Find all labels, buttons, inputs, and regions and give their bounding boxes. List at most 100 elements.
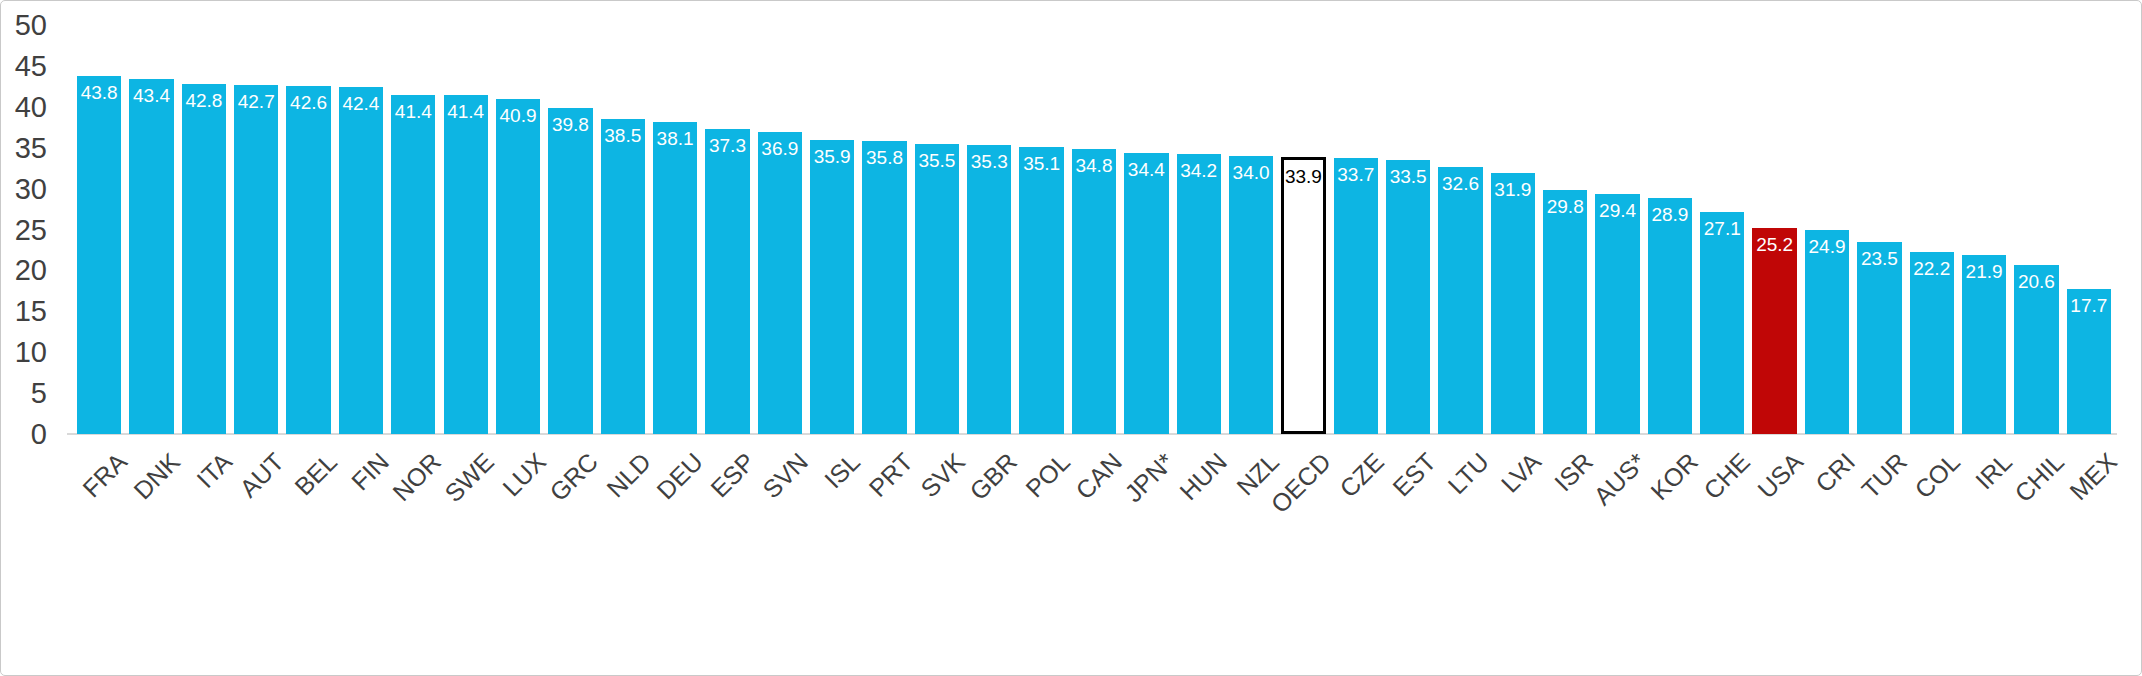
bar-aut: 42.7 [234,85,278,434]
bar-value-label: 41.4 [440,101,492,123]
x-axis-category-label: HUN [1174,448,1231,505]
y-axis-tick-label: 5 [1,379,47,408]
x-axis-category-label: SWE [439,448,498,507]
y-axis-tick-label: 50 [1,11,47,40]
bar-value-label: 43.4 [125,85,177,107]
y-axis-tick-label: 45 [1,52,47,81]
x-axis-category-label: AUT [235,448,289,502]
bar-esp: 37.3 [705,129,749,434]
bar-value-label: 41.4 [387,101,439,123]
bar-oecd: 33.9 [1281,157,1325,434]
x-axis-category-label: CZE [1334,448,1388,502]
bar-value-label: 35.1 [1015,153,1067,175]
x-axis-category-label: SVN [757,448,812,503]
bar-value-label: 35.9 [806,146,858,168]
y-axis-tick-label: 15 [1,297,47,326]
bar-value-label: 24.9 [1801,236,1853,258]
plot-area: 0510152025303540455043.8FRA43.4DNK42.8IT… [1,1,2141,675]
bar-value-label: 28.9 [1644,204,1696,226]
y-axis-tick-label: 35 [1,134,47,163]
bar-deu: 38.1 [653,122,697,434]
x-axis-category-label: ITA [192,448,237,493]
x-axis-category-label: JPN* [1120,448,1179,507]
bar-nor: 41.4 [391,95,435,434]
x-axis-category-label: MEX [2064,448,2121,505]
bar-che: 27.1 [1700,212,1744,434]
x-axis-category-label: CAN [1071,448,1127,504]
bar-cze: 33.7 [1334,158,1378,434]
x-axis-category-label: PRT [864,448,918,502]
bar-value-label: 32.6 [1434,173,1486,195]
bar-value-label: 35.3 [963,151,1015,173]
bar-value-label: 42.7 [230,91,282,113]
x-axis-category-label: SVK [916,448,970,502]
bar-value-label: 34.8 [1068,155,1120,177]
x-axis-category-label: CRI [1811,448,1861,498]
bar-chil: 20.6 [2014,265,2058,434]
x-axis-category-label: BEL [289,448,342,501]
x-axis-category-label: GRC [545,448,603,506]
bar-bel: 42.6 [286,86,330,434]
x-axis-category-label: LTU [1442,448,1493,499]
bar-value-label: 37.3 [701,135,753,157]
bar-value-label: 42.8 [178,90,230,112]
bar-value-label: 33.9 [1280,166,1326,188]
x-axis-category-label: DNK [128,448,184,504]
bar-value-label: 29.4 [1591,200,1643,222]
x-axis-category-label: ISL [820,448,866,494]
x-axis-category-label: TUR [1857,448,1912,503]
bar-swe: 41.4 [444,95,488,434]
x-axis-category-label: POL [1020,448,1074,502]
bar-mex: 17.7 [2067,289,2111,434]
bar-value-label: 38.1 [649,128,701,150]
bar-value-label: 22.2 [1906,258,1958,280]
bar-ita: 42.8 [182,84,226,434]
x-axis-category-label: OECD [1266,448,1336,518]
bar-cri: 24.9 [1805,230,1849,434]
x-axis-category-label: USA [1752,448,1807,503]
y-axis-tick-label: 10 [1,338,47,367]
bar-nld: 38.5 [601,119,645,434]
bar-tur: 23.5 [1857,242,1901,434]
bar-lux: 40.9 [496,99,540,434]
x-axis-category-label: CHE [1699,448,1755,504]
bar-ltu: 32.6 [1438,167,1482,434]
bar-grc: 39.8 [548,108,592,434]
bar-value-label: 35.5 [911,150,963,172]
y-axis-tick-label: 0 [1,420,47,449]
y-axis-tick-label: 20 [1,256,47,285]
bar-value-label: 34.0 [1225,162,1277,184]
x-axis-category-label: FIN [346,448,394,496]
x-axis-category-label: LVA [1496,448,1546,498]
x-axis-category-label: LUX [498,448,551,501]
bar-svk: 35.5 [915,144,959,434]
x-axis-category-label: CHIL [2010,448,2069,507]
bar-value-label: 31.9 [1487,179,1539,201]
x-axis-category-label: COL [1909,448,1964,503]
bar-value-label: 40.9 [492,105,544,127]
bar-value-label: 27.1 [1696,218,1748,240]
bar-value-label: 38.5 [597,125,649,147]
x-axis-category-label: KOR [1646,448,1703,505]
bar-kor: 28.9 [1648,198,1692,434]
bar-value-label: 33.7 [1330,164,1382,186]
x-axis-category-label: NOR [388,448,446,506]
bar-value-label: 34.4 [1120,159,1172,181]
bar-isl: 35.9 [810,140,854,434]
bar-svn: 36.9 [758,132,802,434]
bar-est: 33.5 [1386,160,1430,434]
y-axis-tick-label: 30 [1,175,47,204]
bar-value-label: 35.8 [858,147,910,169]
bar-fin: 42.4 [339,87,383,434]
y-axis-tick-label: 40 [1,93,47,122]
bar-dnk: 43.4 [129,79,173,434]
x-axis-category-label: NLD [601,448,655,502]
bar-value-label: 21.9 [1958,261,2010,283]
bar-value-label: 33.5 [1382,166,1434,188]
bar-value-label: 34.2 [1173,160,1225,182]
bar-fra: 43.8 [77,76,121,434]
bar-jpn: 34.4 [1124,153,1168,434]
bar-value-label: 42.4 [335,93,387,115]
bar-value-label: 25.2 [1748,234,1800,256]
x-axis-category-label: ESP [706,448,760,502]
